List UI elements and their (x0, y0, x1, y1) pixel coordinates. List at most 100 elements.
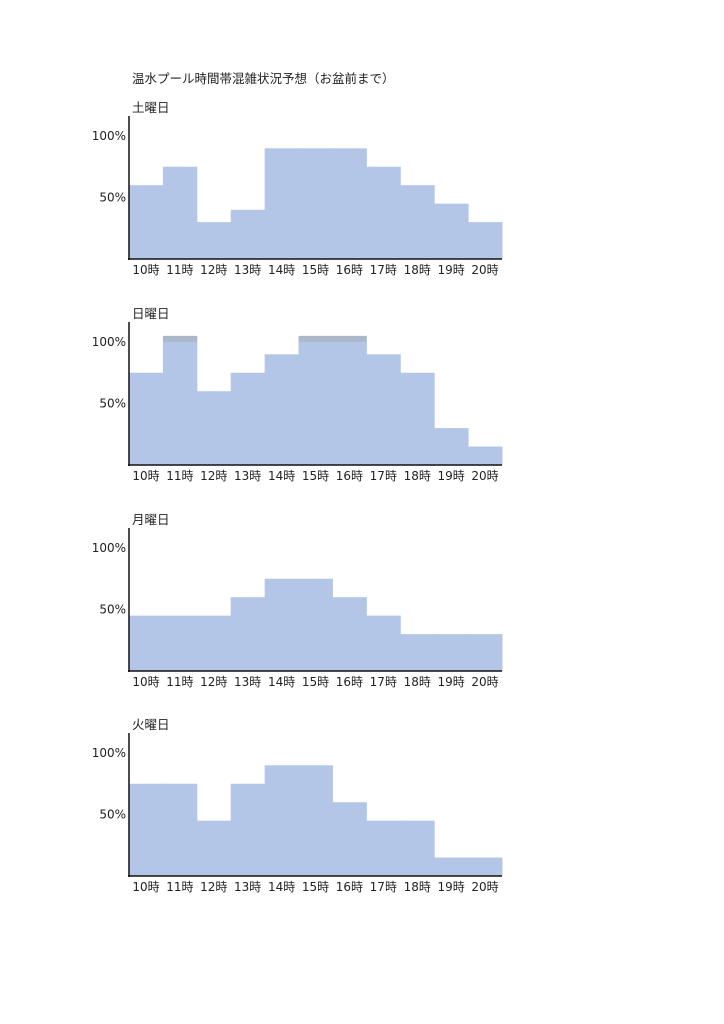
bar (129, 185, 164, 259)
bar (264, 148, 300, 259)
x-tick-label: 20時 (471, 469, 498, 483)
bar (162, 615, 198, 671)
x-tick-label: 13時 (234, 675, 261, 689)
chart-svg: 100% 50% 10時 11時 12時 13時 14時 15時 16時 17時 18時 19時 20時 (92, 116, 503, 277)
y-tick-label: 100% (92, 335, 126, 349)
x-tick-label: 12時 (200, 880, 227, 894)
bar (366, 615, 401, 671)
x-tick-label: 11時 (166, 469, 193, 483)
bar (230, 372, 266, 465)
bar (434, 634, 469, 671)
bar (366, 166, 401, 259)
bar (332, 802, 367, 876)
bar (400, 820, 435, 876)
x-tick-label: 20時 (471, 263, 498, 277)
bar (162, 166, 198, 259)
chart-svg: 100% 50% 10時 11時 12時 13時 14時 15時 16時 17時 18時 19時 20時 (92, 322, 503, 483)
bar (468, 222, 503, 259)
x-tick-label: 16時 (336, 675, 363, 689)
x-tick-label: 10時 (132, 263, 159, 277)
page-title: 温水プール時間帯混雑状況予想（お盆前まで） (132, 71, 395, 86)
x-tick-label: 19時 (437, 263, 464, 277)
x-tick-label: 15時 (302, 880, 329, 894)
bar (264, 765, 300, 876)
x-tick-label: 16時 (336, 469, 363, 483)
bar (298, 148, 333, 259)
x-tick-label: 16時 (336, 263, 363, 277)
bar (332, 597, 367, 671)
chart-title: 火曜日 (132, 717, 170, 732)
x-tick-label: 12時 (200, 469, 227, 483)
bar (230, 597, 266, 671)
chart-panel-saturday: 土曜日 100% 50% 10時 11時 12時 13時 14時 15時 16時 17時 18時 19… (0, 97, 724, 287)
x-tick-label: 17時 (370, 469, 397, 483)
bar (468, 857, 503, 876)
bar (468, 446, 503, 465)
chart-title: 日曜日 (132, 306, 170, 321)
x-tick-label: 10時 (132, 675, 159, 689)
x-tick-label: 17時 (370, 675, 397, 689)
x-tick-label: 19時 (437, 469, 464, 483)
bar (129, 372, 164, 465)
x-tick-label: 19時 (437, 880, 464, 894)
bar (298, 578, 333, 671)
bar (434, 428, 469, 465)
bar (196, 820, 232, 876)
y-tick-label: 50% (99, 808, 126, 822)
x-tick-label: 12時 (200, 263, 227, 277)
bar-overflow (332, 335, 367, 342)
bar-overflow (162, 335, 198, 342)
x-tick-label: 11時 (166, 880, 193, 894)
x-tick-label: 10時 (132, 469, 159, 483)
x-tick-label: 13時 (234, 469, 261, 483)
x-tick-label: 15時 (302, 469, 329, 483)
x-tick-label: 15時 (302, 263, 329, 277)
chart-svg: 100% 50% 10時 11時 12時 13時 14時 15時 16時 17時 18時 19時 20時 (92, 733, 503, 894)
bar (230, 209, 266, 259)
bar (400, 372, 435, 465)
x-tick-label: 17時 (370, 880, 397, 894)
bar (264, 578, 300, 671)
x-tick-label: 13時 (234, 880, 261, 894)
bar (366, 354, 401, 465)
bar (162, 783, 198, 876)
bar (196, 615, 232, 671)
y-tick-label: 100% (92, 129, 126, 143)
bar-overflow (298, 335, 333, 342)
x-tick-label: 15時 (302, 675, 329, 689)
bar (298, 342, 333, 465)
chart-title: 土曜日 (132, 100, 170, 115)
bar (434, 857, 469, 876)
bar (264, 354, 300, 465)
x-tick-label: 11時 (166, 675, 193, 689)
x-tick-label: 17時 (370, 263, 397, 277)
x-tick-label: 19時 (437, 675, 464, 689)
x-tick-label: 14時 (268, 880, 295, 894)
bar (196, 391, 232, 465)
chart-panel-sunday: 日曜日 100% 50% 10時 11時 12時 13時 14時 15時 16時 17時 18時 19… (0, 303, 724, 493)
y-tick-label: 100% (92, 541, 126, 555)
bar (400, 185, 435, 259)
chart-panel-tuesday: 火曜日 100% 50% 10時 11時 12時 13時 14時 15時 16時 17時 18時 19… (0, 714, 724, 904)
bar (468, 634, 503, 671)
x-tick-label: 20時 (471, 880, 498, 894)
bar (162, 342, 198, 465)
bar (230, 783, 266, 876)
bar (332, 342, 367, 465)
x-tick-label: 18時 (404, 880, 431, 894)
chart-svg: 100% 50% 10時 11時 12時 13時 14時 15時 16時 17時 18時 19時 20時 (92, 528, 503, 689)
x-tick-label: 16時 (336, 880, 363, 894)
x-tick-label: 20時 (471, 675, 498, 689)
bar (129, 783, 164, 876)
x-tick-label: 18時 (404, 263, 431, 277)
bar (332, 148, 367, 259)
y-tick-label: 100% (92, 746, 126, 760)
x-tick-label: 14時 (268, 469, 295, 483)
y-tick-label: 50% (99, 397, 126, 411)
x-tick-label: 10時 (132, 880, 159, 894)
x-tick-label: 14時 (268, 263, 295, 277)
y-tick-label: 50% (99, 191, 126, 205)
bar (196, 222, 232, 259)
bar (400, 634, 435, 671)
x-tick-label: 12時 (200, 675, 227, 689)
